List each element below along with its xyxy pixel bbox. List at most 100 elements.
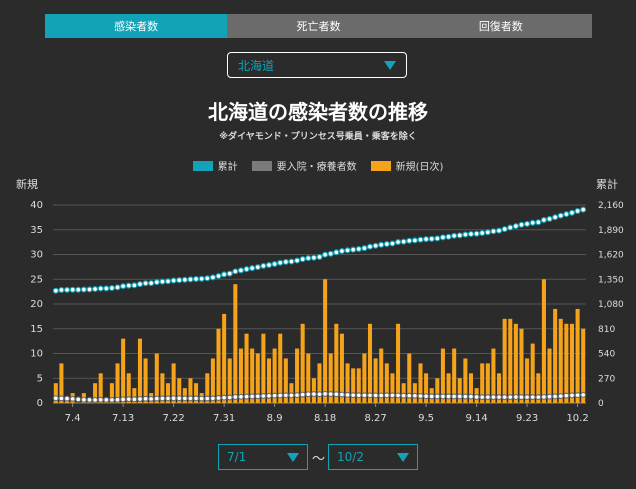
inpatient-point bbox=[473, 393, 480, 400]
inpatient-point bbox=[344, 391, 351, 398]
inpatient-point bbox=[187, 395, 194, 402]
tab-recoveries[interactable]: 回復者数 bbox=[409, 14, 592, 38]
inpatient-point bbox=[58, 395, 65, 402]
bar bbox=[109, 383, 114, 403]
bar bbox=[497, 373, 502, 403]
inpatient-point bbox=[366, 392, 373, 399]
inpatient-point bbox=[114, 396, 121, 403]
cumulative-point bbox=[120, 283, 127, 290]
bar bbox=[283, 358, 288, 403]
x-tick-label: 8.18 bbox=[314, 413, 336, 424]
bar bbox=[222, 313, 227, 403]
inpatient-point bbox=[271, 392, 278, 399]
bar bbox=[440, 348, 445, 403]
inpatient-point bbox=[496, 394, 503, 401]
cumulative-point bbox=[383, 241, 390, 248]
cumulative-point bbox=[209, 274, 216, 281]
x-tick-label: 9.14 bbox=[465, 413, 487, 424]
inpatient-point bbox=[305, 391, 312, 398]
y-right-tick-label: 1,890 bbox=[598, 226, 624, 236]
cumulative-point bbox=[574, 207, 581, 214]
cumulative-point bbox=[310, 254, 317, 261]
bar bbox=[210, 358, 215, 403]
inpatient-point bbox=[355, 392, 362, 399]
inpatient-point bbox=[209, 395, 216, 402]
inpatient-point bbox=[479, 394, 486, 401]
y-left-tick-label: 25 bbox=[30, 274, 43, 285]
cumulative-point bbox=[518, 221, 525, 228]
cumulative-point bbox=[462, 231, 469, 238]
inpatient-point bbox=[535, 394, 542, 401]
cumulative-point bbox=[136, 281, 143, 288]
inpatient-point bbox=[254, 393, 261, 400]
date-to-select[interactable]: 10/2 bbox=[328, 444, 418, 470]
x-tick-label: 7.4 bbox=[65, 413, 81, 424]
tab-deaths[interactable]: 死亡者数 bbox=[227, 14, 410, 38]
cumulative-point bbox=[557, 212, 564, 219]
bar bbox=[205, 373, 210, 403]
legend-item-inpatient[interactable]: 要入院・療養者数 bbox=[251, 158, 357, 173]
inpatient-point bbox=[176, 395, 183, 402]
bar bbox=[334, 323, 339, 403]
inpatient-point bbox=[383, 392, 390, 399]
cumulative-point bbox=[181, 276, 188, 283]
cumulative-point bbox=[512, 223, 519, 230]
cumulative-point bbox=[378, 241, 385, 248]
bar bbox=[362, 353, 367, 403]
inpatient-point bbox=[159, 395, 166, 402]
inpatient-point bbox=[288, 392, 295, 399]
cumulative-point bbox=[159, 278, 166, 285]
bar bbox=[238, 348, 243, 403]
cumulative-point bbox=[338, 248, 345, 255]
y-right-tick-label: 1,350 bbox=[598, 275, 624, 285]
x-tick-label: 7.22 bbox=[162, 413, 184, 424]
date-from-value: 7/1 bbox=[227, 450, 247, 464]
cumulative-point bbox=[484, 229, 491, 236]
bar bbox=[396, 323, 401, 403]
inpatient-point bbox=[552, 393, 559, 400]
inpatient-point bbox=[136, 395, 143, 402]
inpatient-point bbox=[131, 396, 138, 403]
legend-item-cumulative[interactable]: 累計 bbox=[192, 158, 238, 173]
inpatient-point bbox=[243, 393, 250, 400]
bar bbox=[165, 383, 171, 403]
tab-infections[interactable]: 感染者数 bbox=[45, 14, 228, 38]
y-right-tick-label: 540 bbox=[598, 350, 615, 360]
inpatient-point bbox=[310, 391, 317, 398]
inpatient-point bbox=[80, 396, 87, 403]
cumulative-point bbox=[142, 280, 149, 287]
cumulative-point bbox=[496, 227, 503, 234]
inpatient-point bbox=[529, 394, 536, 401]
inpatient-point bbox=[204, 395, 211, 402]
bar bbox=[261, 333, 266, 403]
legend-item-new[interactable]: 新規(日次) bbox=[370, 158, 443, 173]
cumulative-point bbox=[473, 230, 480, 237]
bar bbox=[541, 279, 546, 403]
cumulative-point bbox=[198, 275, 205, 282]
date-to-value: 10/2 bbox=[337, 450, 364, 464]
inpatient-point bbox=[445, 393, 452, 400]
cumulative-point bbox=[103, 285, 110, 292]
cumulative-point bbox=[417, 236, 424, 243]
inpatient-point bbox=[64, 395, 71, 402]
bar bbox=[345, 363, 350, 403]
x-tick-label: 10.2 bbox=[566, 413, 588, 424]
bar bbox=[216, 328, 221, 403]
cumulative-point bbox=[176, 277, 183, 284]
inpatient-point bbox=[484, 394, 491, 401]
region-select[interactable]: 北海道 bbox=[227, 52, 407, 78]
cumulative-point bbox=[552, 214, 559, 221]
inpatient-point bbox=[215, 395, 222, 402]
inpatient-point bbox=[181, 395, 188, 402]
bar bbox=[328, 353, 333, 403]
inpatient-point bbox=[52, 395, 59, 402]
legend-swatch-new bbox=[370, 160, 391, 171]
date-from-select[interactable]: 7/1 bbox=[218, 444, 308, 470]
cumulative-point bbox=[254, 264, 261, 271]
bar bbox=[525, 358, 530, 403]
cumulative-point bbox=[316, 253, 323, 260]
legend-swatch-cumulative bbox=[192, 160, 213, 171]
inpatient-point bbox=[378, 392, 385, 399]
inpatient-point bbox=[249, 393, 256, 400]
bar bbox=[233, 284, 238, 403]
